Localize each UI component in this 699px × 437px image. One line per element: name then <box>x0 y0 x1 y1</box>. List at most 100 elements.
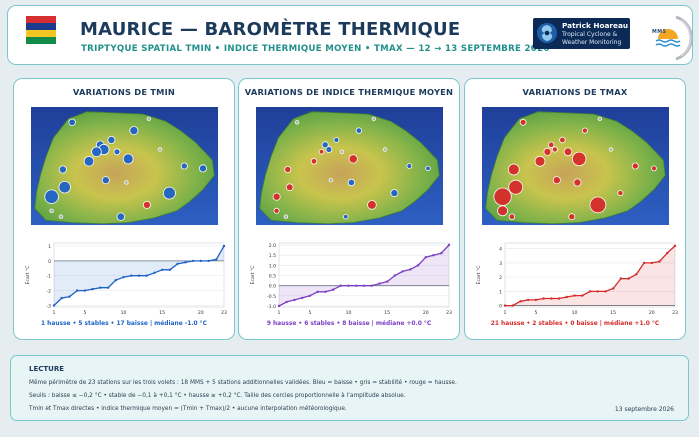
station-marker <box>328 177 333 183</box>
lecture-title: LECTURE <box>29 365 65 373</box>
station-marker <box>608 147 614 152</box>
x-tick-label: 15 <box>159 310 165 316</box>
data-point <box>153 271 156 274</box>
station-marker <box>91 146 102 158</box>
data-point <box>161 268 164 271</box>
ranked-chart-index: -1.0 -0.5 0.0 0.5 1.0 1.5 2.0 1 5 10 15 20 23 Écart °… <box>243 239 455 321</box>
station-marker <box>382 147 388 152</box>
y-tick-label: 2.0 <box>269 243 276 249</box>
station-marker <box>573 178 582 187</box>
data-point <box>527 298 530 302</box>
data-point <box>106 286 110 289</box>
station-marker <box>551 146 558 153</box>
data-point <box>642 261 646 265</box>
data-point <box>207 259 210 263</box>
data-point <box>91 287 94 291</box>
y-tick-label: 0 <box>499 304 502 310</box>
y-tick-label: 1.5 <box>269 253 276 259</box>
y-axis-label: Écart °C <box>474 266 482 285</box>
area-fill <box>505 245 675 306</box>
station-marker <box>157 147 163 152</box>
y-tick-label: 3 <box>499 261 502 267</box>
x-tick-label: 20 <box>649 310 655 316</box>
panel-title-index: VARIATIONS DE INDICE THERMIQUE MOYEN <box>244 87 454 97</box>
brand-logo-patrick-hoareau[interactable]: Patrick Hoareau Tropical Cyclone & Weath… <box>533 18 630 49</box>
data-point <box>347 284 350 287</box>
station-marker <box>355 127 363 134</box>
panel-tmax: VARIATIONS DE TMAX 0 1 2 3 4 1 5 10 15 20 23 Écart … <box>464 78 686 340</box>
flag-stripe-red <box>26 16 56 23</box>
data-point <box>565 295 568 299</box>
y-tick-label: 1 <box>499 289 502 295</box>
data-point <box>301 296 304 300</box>
station-map-tmin[interactable] <box>31 107 218 225</box>
data-point <box>416 264 420 267</box>
lecture-line-1: Même périmètre de 23 stations sur les tr… <box>29 380 457 386</box>
station-marker <box>49 208 54 213</box>
station-marker <box>581 127 588 134</box>
data-point <box>401 270 404 273</box>
mauritius-flag-icon <box>26 16 56 44</box>
y-tick-label: 1.0 <box>269 263 276 269</box>
data-point <box>650 261 653 265</box>
mms-logo[interactable]: MMS <box>646 14 693 62</box>
data-point <box>52 304 56 307</box>
data-point <box>176 262 179 265</box>
station-map-tmax[interactable] <box>482 107 669 225</box>
lecture-line-3: Tmin et Tmax directes • indice thermique… <box>29 406 347 412</box>
station-marker <box>497 205 509 217</box>
data-point <box>440 252 443 255</box>
flag-stripe-yellow <box>26 30 56 37</box>
station-marker <box>58 214 64 219</box>
data-point <box>673 244 677 247</box>
station-marker <box>198 164 207 173</box>
mms-logo-text: MMS <box>652 30 667 35</box>
map-svg-tmin <box>31 107 218 225</box>
data-point <box>635 273 638 276</box>
x-tick-label: 1 <box>53 310 56 316</box>
data-point <box>222 244 226 248</box>
data-point <box>191 259 195 263</box>
data-point <box>534 298 538 302</box>
data-point <box>293 298 296 302</box>
y-tick-label: -2 <box>46 289 51 295</box>
station-map-index[interactable] <box>256 107 443 225</box>
plot-area <box>504 242 676 308</box>
brand-name: Patrick Hoareau <box>562 21 629 30</box>
station-marker <box>651 165 657 172</box>
y-axis-label: Écart °C <box>23 266 31 285</box>
station-marker <box>339 149 345 154</box>
x-tick-label: 23 <box>221 310 227 316</box>
data-point <box>130 274 133 277</box>
data-point <box>619 277 623 280</box>
area-fill <box>279 245 449 306</box>
station-marker <box>113 148 121 156</box>
data-point <box>550 297 553 300</box>
data-point <box>519 300 522 303</box>
data-point <box>68 295 71 298</box>
y-tick-label: 1 <box>48 244 51 250</box>
station-marker <box>58 165 67 174</box>
panel-title-tmin: VARIATIONS DE TMIN <box>72 87 176 97</box>
x-tick-label: 15 <box>384 310 390 316</box>
data-point <box>137 274 141 277</box>
y-axis-label: Écart °C <box>248 266 256 285</box>
panel-index: VARIATIONS DE INDICE THERMIQUE MOYEN -1.… <box>238 78 460 340</box>
data-point <box>199 259 202 263</box>
cyclone-icon <box>537 23 557 43</box>
summary-tmin: 1 hausse • 5 stables • 17 baisse | média… <box>41 321 207 327</box>
y-tick-label: 0 <box>48 259 51 265</box>
data-point <box>277 304 281 308</box>
station-marker <box>493 187 512 206</box>
station-marker <box>519 118 527 126</box>
station-marker <box>534 155 546 167</box>
x-tick-label: 10 <box>346 310 352 316</box>
x-tick-label: 20 <box>423 310 429 316</box>
map-svg-tmax <box>482 107 669 225</box>
station-marker <box>547 141 555 148</box>
lecture-date: 13 septembre 2026 <box>614 406 674 413</box>
x-tick-label: 1 <box>504 310 507 316</box>
station-marker <box>508 179 524 195</box>
station-marker <box>406 163 413 169</box>
